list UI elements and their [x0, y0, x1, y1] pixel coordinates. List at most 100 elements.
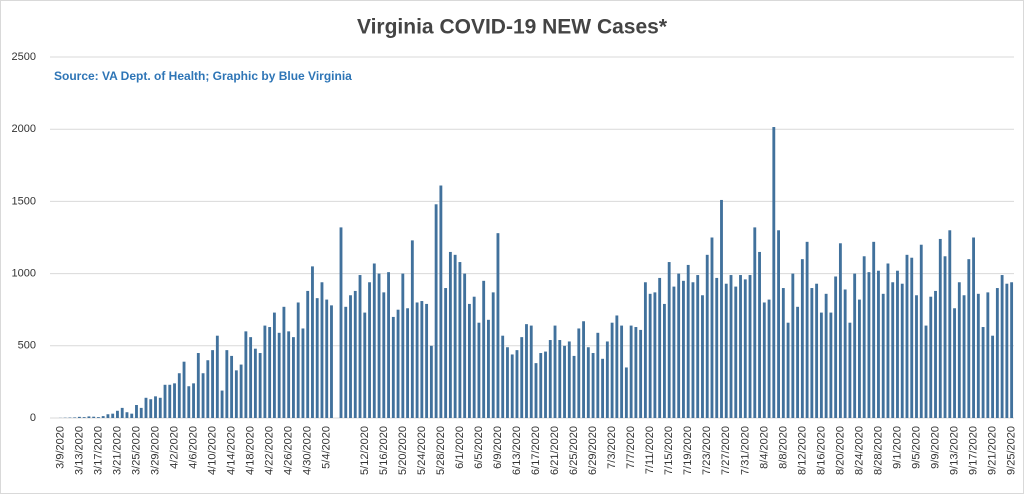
x-tick-sep: / [454, 450, 466, 454]
x-tick-sep: / [130, 450, 142, 454]
bar [591, 353, 595, 418]
bar [111, 413, 115, 418]
x-tick-year: 2020 [435, 426, 447, 450]
bar [1000, 275, 1004, 418]
bar [791, 273, 795, 418]
x-tick-label: 8/4/2020 [758, 426, 770, 469]
x-tick-date: 6/1 [454, 454, 466, 469]
bar [653, 292, 657, 418]
bar [296, 302, 300, 418]
x-tick-sep: / [92, 450, 104, 454]
bar [843, 289, 847, 418]
x-tick-date: 5/4 [321, 454, 333, 469]
bar [620, 325, 624, 418]
bar [187, 386, 191, 418]
bar [177, 373, 181, 418]
x-tick-date: 7/3 [606, 454, 618, 469]
bar [458, 262, 462, 418]
x-tick-date: 7/15 [663, 454, 675, 475]
x-tick-label: 6/1/2020 [454, 426, 466, 469]
bar [92, 416, 96, 418]
x-tick-label: 6/9/2020 [492, 426, 504, 469]
x-tick-label: 6/5/2020 [473, 426, 485, 469]
x-tick-date: 7/23 [701, 454, 713, 475]
x-tick-label: 7/3/2020 [606, 426, 618, 469]
x-tick-date: 7/11 [644, 454, 656, 475]
x-tick-year: 2020 [416, 426, 428, 450]
bar [301, 328, 305, 418]
bar [487, 319, 490, 418]
bar [339, 227, 343, 418]
bar [410, 240, 414, 418]
x-tick-date: 9/5 [910, 454, 922, 469]
x-tick-sep: / [245, 450, 257, 454]
x-tick-date: 3/25 [130, 454, 142, 475]
bar [720, 199, 723, 418]
bar [810, 288, 814, 418]
x-tick-label: 9/17/2020 [967, 426, 979, 475]
bar [867, 272, 871, 418]
bar [425, 303, 429, 418]
x-tick-label: 8/24/2020 [853, 426, 865, 475]
bar [743, 279, 747, 418]
bar [116, 410, 119, 418]
bar [1005, 283, 1009, 418]
x-tick-label: 4/26/2020 [283, 426, 295, 475]
x-tick-date: 8/28 [872, 454, 884, 475]
bar [734, 286, 738, 418]
x-tick-sep: / [587, 450, 599, 454]
x-tick-date: 6/13 [511, 454, 523, 475]
bar [815, 283, 819, 418]
bar [529, 325, 533, 418]
y-tick-label: 500 [18, 340, 36, 352]
x-tick-sep: / [359, 450, 371, 454]
bar [439, 185, 443, 418]
bar [767, 299, 771, 418]
x-tick-date: 7/7 [625, 454, 637, 469]
bar [101, 416, 105, 418]
x-tick-sep: / [948, 450, 960, 454]
bar [220, 390, 224, 418]
x-tick-label: 6/25/2020 [568, 426, 580, 475]
x-tick-date: 9/9 [929, 454, 941, 469]
x-tick-sep: / [987, 450, 999, 454]
x-tick-label: 5/16/2020 [378, 426, 390, 475]
x-tick-sep: / [701, 450, 713, 454]
bar [249, 337, 253, 418]
x-tick-date: 8/8 [777, 454, 789, 469]
x-tick-sep: / [720, 450, 732, 454]
bar [97, 417, 100, 418]
x-tick-year: 2020 [625, 426, 637, 450]
x-tick-year: 2020 [929, 426, 941, 450]
bar [558, 340, 562, 418]
bar [268, 327, 272, 418]
x-tick-date: 7/19 [682, 454, 694, 475]
bar [610, 322, 614, 418]
chart-subtitle: Source: VA Dept. of Health; Graphic by B… [54, 69, 352, 83]
bar [548, 340, 552, 418]
x-tick-sep: / [54, 450, 66, 454]
bar [448, 251, 452, 418]
x-tick-sep: / [891, 450, 903, 454]
bar [73, 417, 77, 418]
x-tick-year: 2020 [910, 426, 922, 450]
x-tick-sep: / [777, 450, 789, 454]
x-tick-year: 2020 [720, 426, 732, 450]
bar [786, 322, 790, 418]
bar [282, 306, 286, 418]
bar [1010, 282, 1014, 418]
x-tick-date: 6/9 [492, 454, 504, 469]
bar [872, 241, 876, 418]
x-tick-date: 6/29 [587, 454, 599, 475]
bar [691, 282, 695, 418]
x-tick-sep: / [416, 450, 428, 454]
bar [149, 399, 153, 418]
x-tick-year: 2020 [321, 426, 333, 450]
bar [192, 383, 195, 418]
x-tick-sep: / [644, 450, 656, 454]
bar [929, 296, 933, 418]
bar [135, 405, 138, 418]
bar [662, 303, 666, 418]
bar [358, 275, 362, 418]
